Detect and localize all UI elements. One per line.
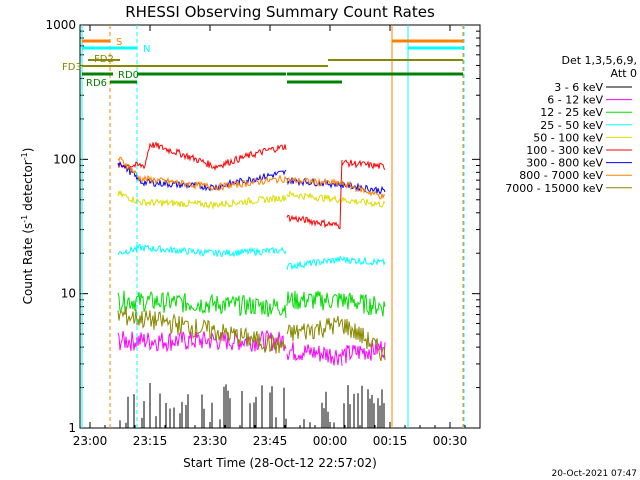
flag-label: FD3 bbox=[62, 62, 82, 73]
data-series bbox=[81, 25, 465, 428]
series-line bbox=[117, 156, 287, 191]
legend-header-1: Det 1,3,5,6,9, bbox=[561, 54, 637, 67]
series-line bbox=[341, 196, 386, 208]
legend-header-2: Att 0 bbox=[611, 67, 637, 80]
legend-item-label: 100 - 300 keV bbox=[526, 144, 603, 157]
series-line bbox=[286, 190, 342, 204]
y-tick-label: 1000 bbox=[45, 18, 76, 32]
series-line bbox=[117, 141, 287, 172]
series-line bbox=[286, 290, 343, 311]
series-line bbox=[117, 306, 287, 354]
x-tick-label: 23:45 bbox=[253, 434, 288, 448]
series-line bbox=[286, 255, 343, 271]
timestamp: 20-Oct-2021 07:47 bbox=[552, 469, 637, 479]
series-line bbox=[341, 318, 386, 362]
series-line bbox=[117, 244, 287, 258]
series-line bbox=[286, 315, 343, 342]
y-tick-label: 1 bbox=[68, 421, 76, 435]
series-line bbox=[117, 189, 287, 210]
x-axis-label: Start Time (28-Oct-12 22:57:02) bbox=[183, 456, 377, 470]
series-line bbox=[117, 161, 287, 192]
y-tick-label: 100 bbox=[53, 152, 76, 166]
legend-item-label: 3 - 6 keV bbox=[554, 81, 603, 94]
legend-item-label: 300 - 800 keV bbox=[526, 157, 603, 170]
flag-label: RD6 bbox=[86, 78, 107, 89]
series-line bbox=[286, 176, 343, 188]
chart-title: RHESSI Observing Summary Count Rates bbox=[125, 3, 435, 21]
flag-bars: S N FD2 FD3 RD0 RD6 bbox=[62, 37, 463, 89]
series-line bbox=[286, 159, 343, 230]
flag-label: N bbox=[143, 44, 150, 55]
series-line bbox=[341, 340, 386, 364]
series-line bbox=[117, 329, 287, 353]
x-tick-label: 00:00 bbox=[313, 434, 348, 448]
series-line bbox=[286, 342, 343, 366]
x-tick-label: 00:30 bbox=[433, 434, 468, 448]
series-line bbox=[341, 255, 386, 267]
flag-label: FD2 bbox=[94, 54, 114, 65]
svg-text:Count Rate (s-1 detector-1): Count Rate (s-1 detector-1) bbox=[20, 148, 35, 305]
x-tick-label: 00:15 bbox=[373, 434, 408, 448]
x-tick-label: 23:30 bbox=[193, 434, 228, 448]
legend-item-label: 12 - 25 keV bbox=[540, 106, 603, 119]
axis-ticks: 23:00 23:15 23:30 23:45 00:00 00:15 00:30 1 10 10… bbox=[45, 18, 480, 448]
legend-item-label: 25 - 50 keV bbox=[540, 119, 603, 132]
series-line bbox=[117, 290, 287, 318]
flag-label: RD0 bbox=[118, 70, 139, 81]
plot-frame bbox=[79, 24, 481, 429]
y-axis-label: Count Rate (s-1 detector-1) bbox=[20, 148, 35, 305]
flag-label: S bbox=[116, 37, 122, 48]
legend-item-label: 50 - 100 keV bbox=[533, 131, 603, 144]
legend-item-label: 6 - 12 keV bbox=[547, 94, 603, 107]
y-tick-label: 10 bbox=[61, 287, 76, 301]
legend-item-label: 7000 - 15000 keV bbox=[505, 182, 603, 195]
legend-item-label: 800 - 7000 keV bbox=[519, 169, 603, 182]
x-tick-label: 23:00 bbox=[73, 434, 108, 448]
series-line bbox=[341, 159, 386, 171]
x-tick-label: 23:15 bbox=[133, 434, 168, 448]
series-line bbox=[341, 292, 386, 317]
series-line bbox=[341, 180, 386, 200]
